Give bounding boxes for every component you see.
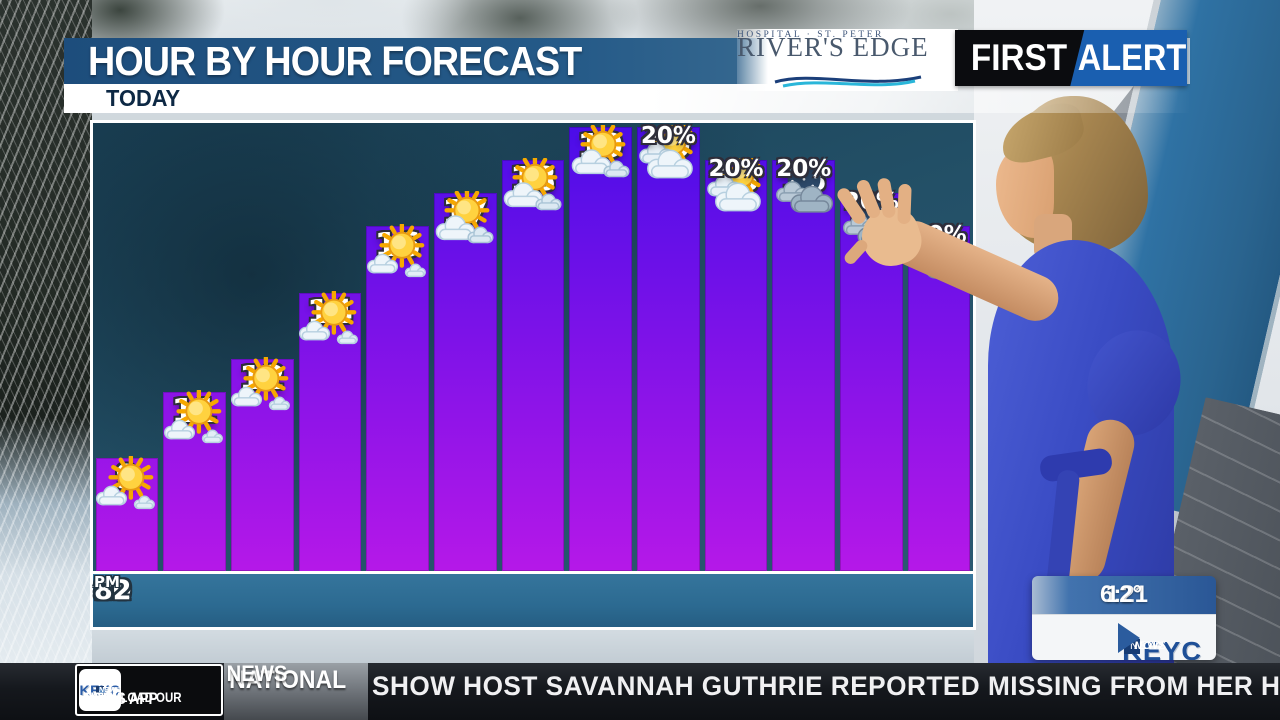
time-temp-bar: 6:21 12° [1032, 576, 1216, 614]
weather-icon-mostly-sunny [163, 390, 223, 444]
forecast-bar-12pm: 16 [366, 224, 429, 571]
national-news-line2: NEWS [226, 661, 288, 686]
hour-meridiem: AM [93, 573, 120, 591]
hour-number: 1 [94, 575, 113, 606]
play-icon [1118, 622, 1140, 653]
hour-meridiem: PM [94, 573, 120, 591]
national-news-line1: NATIONAL [229, 666, 347, 694]
hour-meridiem: PM [94, 573, 120, 591]
hour-number: 5 [94, 575, 113, 606]
app-promo-line1: DOWNLOAD OUR [84, 689, 182, 705]
hour-number: 7 [94, 575, 113, 606]
hour-number: 10 [94, 575, 132, 606]
forecast-bar-9am: 11 [163, 390, 226, 571]
first-alert-first-label: FIRST [970, 37, 1068, 78]
forecast-bar-8am: 9 [95, 456, 159, 571]
hour-meridiem: PM [94, 573, 120, 591]
weather-icon-partly-sunny [571, 125, 630, 178]
sponsor-tagline: HOSPITAL · ST. PETER [737, 30, 884, 40]
weather-icon-cloudy-night [775, 162, 833, 213]
hour-meridiem: PM [94, 573, 120, 591]
page-title: HOUR BY HOUR FORECAST [88, 37, 582, 84]
hour-by-hour-chart: 9 11 12 14 16 [90, 120, 976, 630]
hour-meridiem: PM [94, 573, 120, 591]
sponsor-name: RIVER'S EDGE [737, 32, 929, 62]
hour-meridiem: PM [94, 573, 120, 591]
hour-number: 6 [94, 575, 113, 606]
sponsor-wave-icon [774, 75, 922, 88]
forecast-bar-6pm: 18 20% [772, 156, 836, 571]
forecast-bar-1pm: 17 [434, 191, 497, 571]
hour-number: 3 [94, 575, 113, 606]
chart-plot-area: 9 11 12 14 16 [93, 123, 973, 572]
forecast-bar-5pm: 18 20% [704, 156, 768, 571]
forecast-bar-7pm: 17 20% [840, 189, 903, 571]
keyc-app-icon: KEYC NEWS NOW [79, 669, 121, 711]
hour-number: 4 [94, 575, 113, 606]
hour-number: 8 [93, 575, 112, 606]
hour-meridiem: PM [94, 573, 120, 591]
precip-chance: 20% [708, 156, 764, 182]
forecast-bar-4pm: 19 20% [637, 123, 700, 571]
precip-chance: 20% [911, 222, 967, 248]
current-temp: 12° [1105, 581, 1143, 608]
forecast-day-label: TODAY [106, 85, 181, 111]
weather-icon-sun-behind-clouds [639, 125, 696, 179]
ticker-headline: SHOW HOST SAVANNAH GUTHRIE REPORTED MISS… [372, 671, 1280, 701]
hour-number: 11 [94, 575, 132, 606]
precip-chance: 20% [776, 156, 832, 182]
precip-chance: 20% [640, 123, 696, 149]
weather-icon-mostly-sunny [95, 456, 155, 510]
app-icon-now-label: NOW [99, 686, 117, 694]
national-news-tag: NATIONAL NEWS [224, 663, 368, 720]
first-alert-alert-label: ALERT [1077, 37, 1187, 78]
weather-icon-partly-sunny [503, 158, 562, 211]
weather-icon-sun-behind-clouds [707, 158, 764, 212]
forecast-bar-2pm: 18 [501, 158, 565, 571]
hour-number: 8 [94, 575, 113, 606]
news-app-promo: KEYC NEWS NOW DOWNLOAD OUR NEWS APP [75, 664, 223, 716]
precip-chance: 20% [843, 189, 899, 215]
hour-meridiem: AM [94, 573, 121, 591]
weather-icon-mostly-sunny [231, 357, 291, 411]
weather-icon-partly-sunny [436, 191, 494, 244]
hour-meridiem: PM [94, 573, 120, 591]
forecast-bar-11am: 14 [298, 291, 362, 572]
forecast-bar-8pm: 16 20% [907, 222, 971, 571]
snowy-forest-left-background [0, 0, 92, 720]
station-bug: 6:21 12° KEYC NEWS NOW [1032, 576, 1216, 660]
app-icon-news-now: NEWS NOW [96, 685, 120, 696]
weather-icon-mostly-sunny [298, 291, 358, 345]
forecast-bar-10am: 12 [230, 357, 294, 571]
sponsor-logo: RIVER'S EDGE HOSPITAL · ST. PETER [737, 29, 958, 91]
hour-number: 12 [94, 575, 132, 606]
hour-meridiem: AM [94, 573, 121, 591]
play-icon [99, 685, 107, 696]
app-promo-line2: NEWS APP [84, 689, 158, 708]
hour-number: 9 [94, 575, 113, 606]
forecast-subtitle-strip: TODAY [64, 84, 1190, 113]
weather-icon-mostly-sunny [366, 224, 426, 278]
forecast-bar-3pm: 19 [569, 125, 632, 571]
chart-hour-axis: 8 AM 9 AM 10 AM 11 AM 12 PM 1 PM 2 PM 3 PM 4 PM 5 PM 6 PM 7 PM 8… [93, 571, 973, 627]
station-logo: KEYC NEWS NOW [1032, 614, 1216, 660]
hour-meridiem: AM [94, 573, 121, 591]
hour-meridiem: PM [94, 573, 120, 591]
first-alert-badge: FIRST ALERT [955, 30, 1187, 86]
app-icon-news-label: NEWS [99, 686, 121, 694]
hour-number: 2 [94, 575, 113, 606]
